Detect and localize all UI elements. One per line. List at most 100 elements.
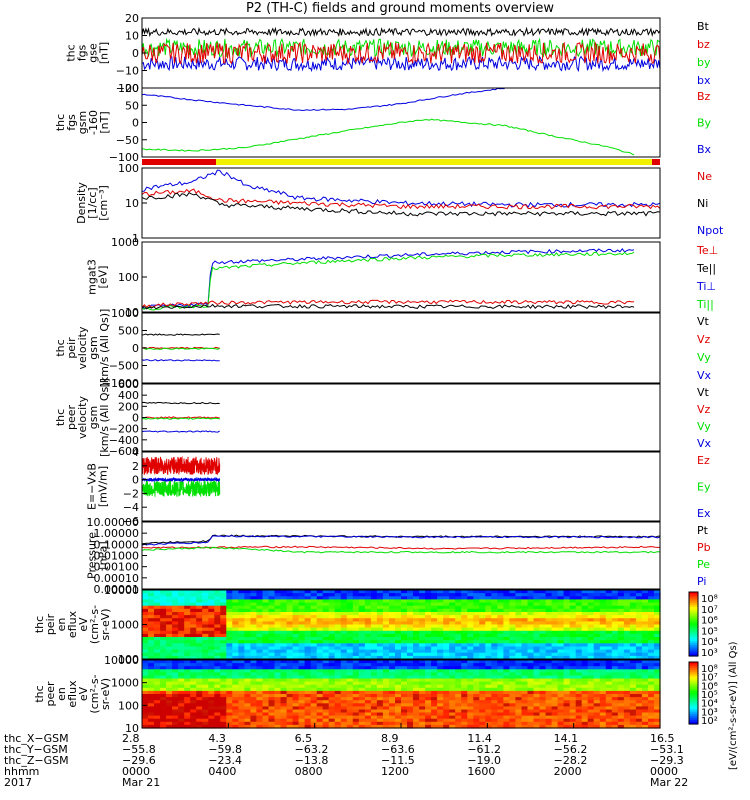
spectrogram-cell (443, 646, 450, 651)
colorbar-cell (689, 653, 698, 657)
spectrogram-cell (172, 660, 179, 664)
spectrogram-cell (154, 694, 161, 698)
spectrogram-cell (641, 681, 649, 686)
spectrogram-cell (274, 700, 282, 704)
spectrogram-cell (322, 706, 330, 711)
spectrogram-cell (250, 697, 257, 701)
spectrogram-cell (485, 687, 492, 692)
spectrogram-cell (431, 690, 438, 695)
spectrogram-cell (569, 637, 577, 641)
spectrogram-cell (443, 694, 450, 698)
spectrogram-cell (407, 706, 414, 711)
colorbar-cell (689, 684, 698, 688)
spectrogram-cell (322, 605, 330, 610)
spectrogram-cell (160, 694, 167, 698)
spectrogram-cell (232, 630, 239, 635)
spectrogram-cell (401, 646, 408, 651)
spectrogram-cell (539, 652, 547, 657)
spectrogram-cell (364, 675, 372, 680)
spectrogram-cell (599, 633, 607, 638)
spectrogram-cell (304, 703, 312, 707)
spectrogram-cell (178, 640, 185, 644)
spectrogram-cell (310, 643, 318, 647)
spectrogram-cell (503, 652, 510, 657)
spectrogram-cell (473, 675, 480, 680)
spectrogram-cell (268, 643, 276, 647)
spectrogram-cell (148, 675, 155, 680)
spectrogram-cell (352, 612, 360, 616)
y-tick-label: 100 (118, 699, 139, 712)
spectrogram-cell (617, 660, 625, 664)
spectrogram-cell (190, 605, 197, 610)
spectrogram-cell (629, 690, 637, 695)
spectrogram-cell (292, 637, 300, 641)
spectrogram-cell (322, 633, 330, 638)
spectrogram-cell (262, 721, 270, 726)
spectrogram-cell (142, 694, 149, 698)
spectrogram-cell (370, 694, 378, 698)
spectrogram-cell (244, 666, 251, 670)
spectrogram-cell (358, 621, 366, 626)
spectrogram-cell (196, 618, 203, 622)
spectrogram-cell (611, 690, 619, 695)
spectrogram-cell (539, 669, 547, 673)
colorbar-cell (689, 666, 698, 669)
spectrogram-cell (551, 666, 559, 670)
spectrogram-cell (581, 596, 589, 600)
spectrogram-cell (244, 694, 251, 698)
spectrogram-cell (533, 672, 541, 677)
spectrogram-cell (431, 602, 438, 607)
spectrogram-cell (226, 630, 233, 635)
spectrogram-cell (256, 624, 263, 629)
spectrogram-cell (268, 694, 276, 698)
spectrogram-cell (172, 684, 179, 689)
series-bx (141, 55, 661, 73)
spectrogram-cell (617, 590, 625, 594)
spectrogram-cell (304, 590, 312, 594)
spectrogram-cell (376, 652, 384, 657)
spectrogram-cell (316, 655, 324, 660)
spectrogram-cell (629, 618, 637, 622)
spectrogram-cell (346, 703, 354, 707)
spectrogram-cell (286, 681, 294, 686)
spectrogram-cell (328, 687, 336, 692)
y-axis-label-line: velocity (76, 396, 89, 439)
spectrogram-cell (581, 652, 589, 657)
spectrogram-cell (623, 706, 631, 711)
spectrogram-cell (160, 700, 167, 704)
spectrogram-cell (376, 700, 384, 704)
spectrogram-cell (142, 599, 149, 604)
spectrogram-cell (358, 703, 366, 707)
spectrogram-cell (425, 681, 432, 686)
spectrogram-cell (425, 724, 432, 729)
spectrogram-cell (407, 621, 414, 626)
spectrogram-cell (455, 637, 462, 641)
spectrogram-cell (346, 599, 354, 604)
spectrogram-cell (629, 709, 637, 714)
spectrogram-cell (376, 712, 384, 717)
spectrogram-cell (641, 649, 649, 654)
spectrogram-cell (172, 700, 179, 704)
spectrogram-cell (635, 646, 643, 651)
spectrogram-cell (527, 643, 535, 647)
spectrogram-cell (148, 605, 155, 610)
spectrogram-cell (286, 612, 294, 616)
spectrogram-cell (557, 599, 565, 604)
spectrogram-cell (184, 709, 191, 714)
spectrogram-cell (358, 672, 366, 677)
spectrogram-cell (593, 637, 601, 641)
spectrogram-cell (654, 646, 661, 651)
spectrogram-cell (190, 637, 197, 641)
spectrogram-cell (395, 652, 402, 657)
spectrogram-cell (563, 630, 571, 635)
spectrogram-cell (268, 615, 276, 619)
spectrogram-cell (635, 640, 643, 644)
spectrogram-cell (154, 612, 161, 616)
x-cell-hhmm: 1200 (381, 765, 409, 778)
spectrogram-cell (304, 608, 312, 613)
spectrogram-cell (539, 637, 547, 641)
spectrogram-cell (401, 721, 408, 726)
spectrogram-cell (587, 715, 595, 720)
spectrogram-cell (437, 608, 444, 613)
